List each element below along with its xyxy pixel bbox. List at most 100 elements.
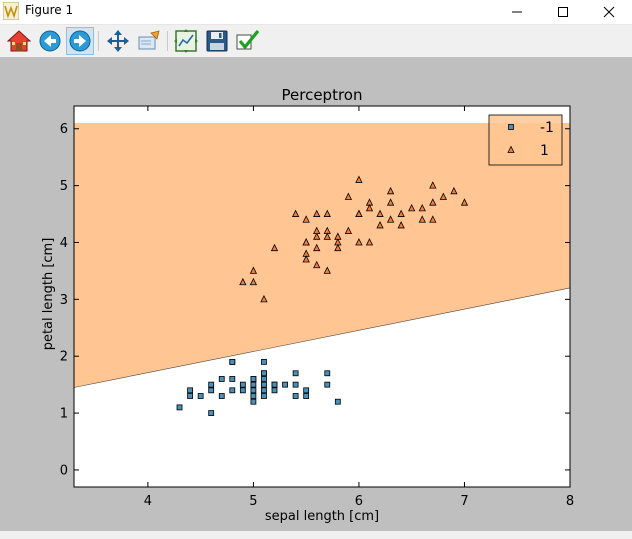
- back-arrow-icon: [39, 30, 61, 52]
- data-point: [302, 238, 310, 246]
- data-point: [197, 393, 204, 399]
- data-point: [439, 192, 448, 200]
- data-point: [355, 238, 363, 246]
- data-point: [386, 198, 395, 206]
- data-point: [261, 370, 267, 377]
- status-bar: [0, 531, 632, 539]
- data-point: [261, 381, 267, 388]
- home-icon: [7, 30, 31, 52]
- zoom-rect-icon: [138, 30, 160, 50]
- x-tick-label: 8: [566, 494, 574, 509]
- data-point: [292, 370, 299, 377]
- data-point: [249, 266, 258, 274]
- data-point: [229, 358, 236, 365]
- data-point: [229, 376, 236, 382]
- minimize-button[interactable]: [494, 0, 540, 24]
- minimize-icon: [512, 11, 522, 13]
- data-point: [386, 215, 395, 223]
- data-point: [302, 255, 310, 263]
- legend-label: 1: [540, 143, 549, 159]
- data-point: [218, 376, 225, 382]
- data-point: [450, 186, 458, 195]
- data-point: [270, 243, 279, 252]
- window-titlebar: Figure 1: [0, 0, 632, 25]
- configure-subplots-icon: [174, 29, 198, 53]
- legend-marker: [508, 124, 514, 130]
- forward-button[interactable]: [66, 27, 94, 55]
- data-point: [313, 232, 321, 240]
- data-point: [261, 358, 267, 365]
- data-point: [250, 381, 257, 388]
- legend-label: -1: [540, 120, 554, 136]
- data-point: [313, 243, 321, 252]
- data-point: [323, 232, 331, 240]
- forward-arrow-icon: [69, 30, 91, 52]
- floppy-disk-icon: [206, 30, 228, 52]
- y-tick-label: 3: [60, 293, 68, 308]
- matplotlib-app-icon: [3, 2, 19, 20]
- data-point: [208, 387, 215, 394]
- data-point: [249, 277, 258, 286]
- data-point: [324, 370, 331, 377]
- data-point: [365, 203, 374, 212]
- series-pos: [239, 175, 469, 303]
- data-point: [344, 226, 353, 235]
- y-tick-label: 1: [60, 407, 68, 422]
- window-title: Figure 1: [25, 3, 74, 17]
- data-point: [250, 376, 257, 382]
- y-tick-label: 2: [60, 350, 68, 365]
- home-button[interactable]: [5, 27, 33, 55]
- data-point: [261, 393, 267, 399]
- data-point: [386, 186, 395, 195]
- pan-move-icon: [107, 30, 129, 52]
- y-tick-label: 4: [60, 236, 68, 251]
- legend: -11: [488, 114, 563, 166]
- data-point: [418, 215, 426, 223]
- data-point: [429, 215, 437, 223]
- data-point: [261, 387, 267, 394]
- data-point: [250, 393, 257, 399]
- data-point: [239, 277, 247, 286]
- x-tick-label: 7: [460, 494, 468, 509]
- close-button[interactable]: [586, 0, 632, 24]
- data-point: [292, 393, 299, 399]
- subplots-button[interactable]: [172, 27, 200, 55]
- data-point: [429, 198, 437, 206]
- data-point: [429, 181, 437, 189]
- toolbar-separator: [167, 31, 168, 51]
- data-point: [208, 381, 215, 388]
- edit-button[interactable]: [234, 27, 262, 55]
- pan-button[interactable]: [104, 27, 132, 55]
- maximize-icon: [558, 7, 568, 17]
- data-point: [302, 215, 310, 223]
- legend-box: [488, 114, 563, 166]
- data-point: [397, 209, 405, 217]
- data-point: [355, 175, 363, 183]
- data-point: [365, 238, 374, 246]
- data-point: [250, 387, 257, 394]
- maximize-button[interactable]: [540, 0, 586, 24]
- data-point: [323, 209, 331, 217]
- back-button[interactable]: [36, 27, 64, 55]
- save-button[interactable]: [203, 27, 231, 55]
- y-tick-label: 5: [60, 179, 68, 194]
- data-point: [334, 232, 342, 240]
- data-point: [334, 243, 342, 252]
- data-point: [239, 381, 246, 388]
- data-point: [250, 398, 257, 405]
- data-point: [260, 294, 268, 303]
- zoom-button[interactable]: [135, 27, 163, 55]
- data-point: [303, 393, 310, 399]
- y-tick-label: 6: [60, 122, 68, 137]
- data-point: [187, 387, 193, 394]
- data-point: [291, 209, 300, 217]
- data-point: [176, 404, 183, 411]
- legend-marker: [507, 145, 515, 153]
- checkmark-icon: [236, 29, 260, 50]
- data-point: [408, 203, 416, 212]
- x-tick-label: 6: [355, 494, 363, 509]
- data-point: [218, 393, 225, 399]
- data-point: [229, 387, 236, 394]
